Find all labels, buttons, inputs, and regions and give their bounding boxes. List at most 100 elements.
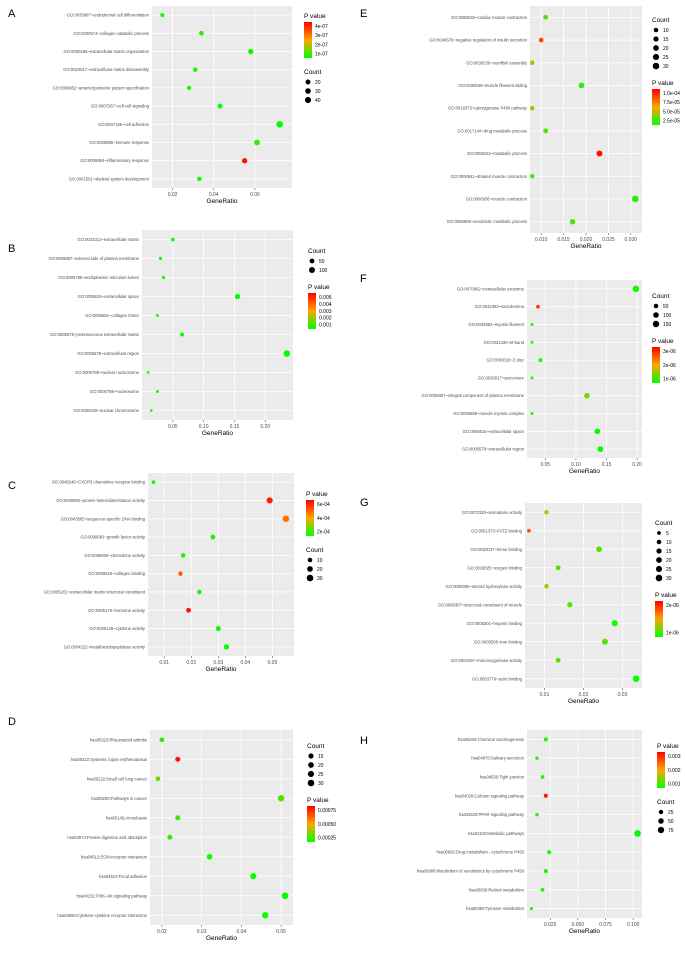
panel-c-point (282, 515, 290, 523)
panel-b-point (155, 314, 159, 317)
panel-f-plot-background (527, 280, 642, 458)
panel-a-color-legend-label: 1e-07 (315, 51, 328, 57)
panel-e-point (543, 128, 549, 134)
panel-d-color-bar (307, 806, 315, 842)
panel-f-size-legend-title: Count (652, 293, 670, 300)
panel-c-point (266, 497, 273, 504)
panel-e-size-legend-label: 20 (663, 46, 669, 52)
panel-f-size-legend-label: 100 (663, 313, 672, 319)
panel-g-size-legend-key (656, 548, 662, 554)
panel-c-category-label: GO:0005179~hormone activity (88, 608, 146, 613)
panel-e-point (578, 82, 585, 89)
panel-h-point (529, 907, 533, 911)
panel-e-xtick-label: 0.015 (557, 237, 570, 243)
panel-b-size-legend-key (308, 266, 316, 274)
panel-h-size-legend-label: 75 (668, 828, 674, 834)
panel-a-size-legend-title: Count (304, 69, 322, 76)
panel-f-point (530, 323, 534, 326)
panel-a-category-label: GO:0030574~collagen catabolic process (73, 31, 149, 36)
panel-d-size-legend-title: Count (307, 743, 325, 750)
panel-d-category-label: hsa04974:Protein digestion and absorptio… (67, 835, 147, 840)
panel-f-size-legend-label: 50 (663, 304, 669, 310)
panel-e-size-legend-label: 10 (663, 28, 669, 34)
panel-d-size-legend-key (307, 770, 315, 778)
panel-g-color-bar (655, 601, 663, 637)
panel-c-xtick-label: 0.01 (159, 660, 169, 666)
panel-a-category-label: GO:0030198~extracellular matrix organiza… (63, 49, 149, 54)
panel-c-point (215, 626, 221, 632)
panel-a-size-legend-label: 40 (315, 98, 321, 104)
panel-c-xtick-label: 0.02 (186, 660, 196, 666)
panel-g-category-label: GO:0008395~steroid hydroxylase activity (446, 584, 523, 589)
panel-b-category-label: GO:0000228~nuclear chromosome (73, 408, 139, 413)
panel-b-category-label: GO:0009897~external side of plasma membr… (48, 256, 139, 261)
panel-e-size-legend-label: 25 (663, 55, 669, 61)
panel-b-size-legend-label: 100 (319, 268, 328, 274)
panel-f-color-legend-label: 3e-06 (663, 349, 676, 355)
panel-d-point (277, 795, 285, 802)
panel-d-size-legend-label: 15 (318, 754, 324, 760)
panel-c-size-legend-key (307, 557, 313, 563)
panel-a-color-legend-title: P value (304, 13, 326, 20)
panel-b-category-label: GO:0005581~collagen trimer (85, 313, 139, 318)
panel-b-xtick-label: 0.20 (260, 424, 270, 430)
panel-b-point (283, 350, 291, 357)
panel-d-category-label: hsa04512:ECM-receptor interaction (81, 854, 148, 859)
panel-d-color-legend-label: 0.00025 (318, 835, 336, 841)
panel-h-category-label: hsa00980:Metabolism of xenobiotics by cy… (417, 869, 525, 874)
panel-g-category-label: GO:0004497~monooxygenase activity (451, 658, 523, 663)
panel-a-category-label: GO:0009952~anterior/posterior pattern sp… (53, 85, 150, 90)
panel-f: F GO:0070062~extracellular exosome GO:0042… (360, 273, 676, 475)
panel-a-point (197, 176, 202, 182)
panel-c-category-label: GO:0043565~sequence-specific DNA binding (61, 516, 146, 521)
panel-e-point (530, 60, 535, 65)
panel-d-size-legend-label: 20 (318, 763, 324, 769)
panel-g-point (611, 620, 618, 627)
panel-d-xaxis-title: GeneRatio (206, 935, 237, 942)
panel-e-point (596, 150, 603, 157)
panel-d-label: D (8, 716, 16, 728)
panel-c-size-legend-label: 10 (317, 558, 323, 564)
panel-a: A GO:0035987~endodermal cell differentiat… (8, 6, 328, 205)
panel-f-category-label: GO:0030018~Z disc (486, 358, 524, 363)
panel-h-category-label: hsa04970:Salivary secretion (471, 756, 524, 761)
panel-h-xtick-label: 0.100 (627, 922, 640, 928)
panel-a-size-legend-label: 30 (315, 89, 321, 95)
panel-e-category-label: GO:0046676~negative regulation of insuli… (429, 38, 527, 43)
panel-h-size-legend-title: Count (657, 799, 675, 806)
panel-d-color-legend-label: 0.00075 (318, 808, 336, 814)
panel-c-category-label: GO:0048248~CXCR3 chemokine receptor bind… (52, 480, 146, 485)
panel-e-color-legend-label: 1.0e-04 (663, 91, 680, 97)
panel-h-xaxis-title: GeneRatio (569, 928, 600, 935)
panel-f-point (597, 446, 604, 452)
panel-g-category-label: GO:0003779~actin binding (472, 676, 523, 681)
panel-b-point (161, 275, 166, 280)
panel-c-point (178, 571, 183, 576)
panel-c-point (223, 644, 230, 650)
panel-b-point (158, 256, 163, 261)
panel-f-point (594, 428, 601, 435)
panel-e-category-label: GO:0030049~muscle filament sliding (458, 83, 527, 88)
panel-d-point (175, 756, 181, 762)
panel-e-category-label: GO:0017144~drug metabolic process (457, 128, 527, 133)
panel-f-xtick-label: 0.10 (571, 462, 581, 468)
panel-e-category-label: GO:0008152~metabolic process (467, 151, 527, 156)
panel-h-category-label: hsa01100:Metabolic pathways (468, 831, 524, 836)
panel-f-size-legend-label: 150 (663, 322, 672, 328)
panel-h-label: H (360, 735, 368, 747)
panel-f-category-label: GO:0042383~sarcolemma (475, 304, 525, 309)
panel-f-label: F (360, 273, 367, 285)
panel-g-size-legend-key (656, 557, 662, 563)
panel-d-point (250, 873, 257, 880)
panel-e-color-legend-label: 5.0e-05 (663, 109, 680, 115)
panel-a-category-label: GO:0035987~endodermal cell differentiati… (67, 13, 150, 18)
panel-g-point (632, 675, 640, 683)
panel-e-color-legend-label: 7.5e-05 (663, 100, 680, 106)
panel-h-plot-background (527, 730, 642, 918)
panel-e-xtick-label: 0.020 (580, 237, 593, 243)
panel-f-size-legend-key (653, 303, 659, 309)
panel-g-point (567, 602, 573, 608)
panel-g-category-label: GO:0008201~heparin binding (467, 621, 523, 626)
panel-c-xaxis-title: GeneRatio (205, 666, 236, 673)
